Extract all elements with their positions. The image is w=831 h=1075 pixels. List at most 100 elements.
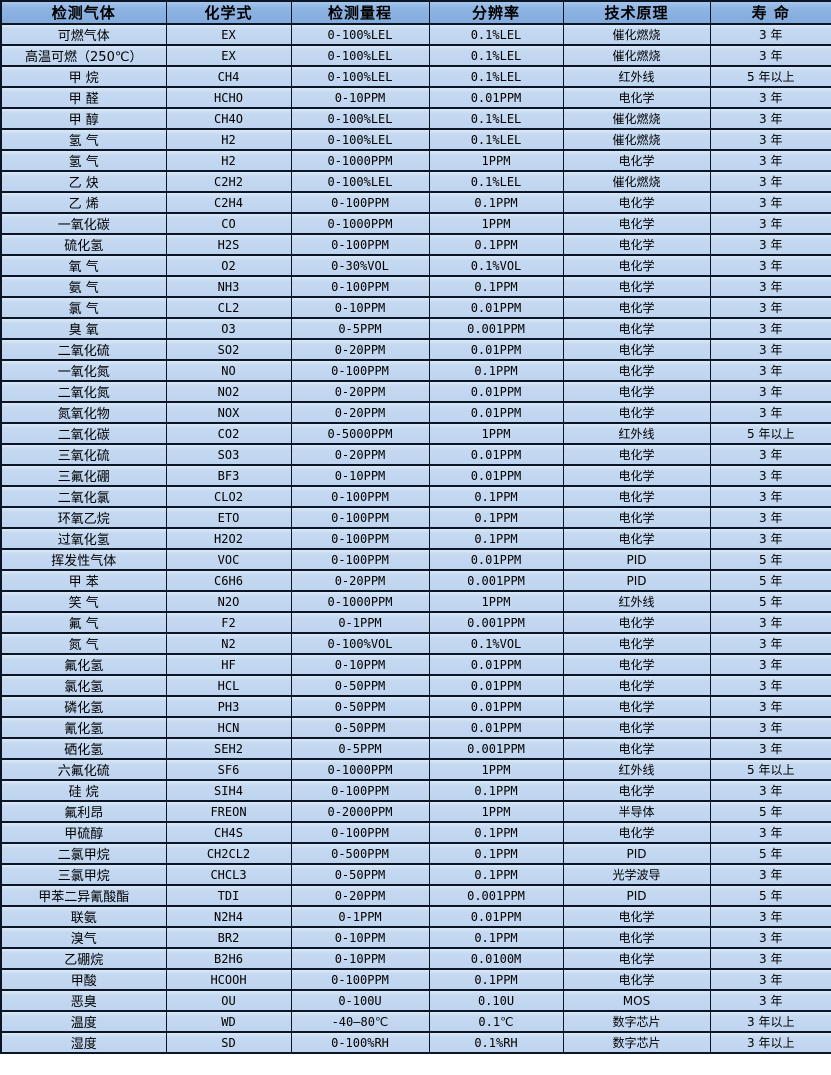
table-cell: FREON: [165, 800, 291, 822]
table-cell: 0.001PPM: [428, 737, 563, 759]
table-cell: 3 年: [709, 380, 831, 402]
table-cell: 氢 气: [1, 149, 166, 171]
table-row: 二氯甲烷 CH2CL2 0-500PPM 0.1PPM PID 5 年: [1, 842, 831, 864]
table-cell: 0.0100M: [428, 947, 563, 969]
table-cell: 电化学: [562, 779, 710, 801]
table-cell: 0-10PPM: [290, 464, 429, 486]
table-cell: SIH4: [165, 779, 291, 801]
table-cell: 0.1℃: [428, 1010, 563, 1032]
table-cell: MOS: [562, 989, 710, 1011]
table-cell: 催化燃烧: [562, 107, 710, 129]
table-cell: 0-1PPM: [290, 611, 429, 633]
table-cell: 氰化氢: [1, 716, 166, 738]
table-cell: 1PPM: [428, 758, 563, 780]
table-cell: 催化燃烧: [562, 23, 710, 45]
table-cell: 3 年: [709, 212, 831, 234]
table-cell: 电化学: [562, 275, 710, 297]
table-cell: 0-100PPM: [290, 485, 429, 507]
table-row: 乙硼烷 B2H6 0-10PPM 0.0100M 电化学 3 年: [1, 947, 831, 969]
table-cell: 0-20PPM: [290, 338, 429, 360]
table-cell: 0-100%RH: [290, 1031, 429, 1053]
table-cell: 3 年: [709, 905, 831, 927]
table-cell: 0-100%LEL: [290, 170, 429, 192]
table-cell: 0-100PPM: [290, 821, 429, 843]
column-header-1: 化学式: [165, 1, 291, 24]
table-cell: NO2: [165, 380, 291, 402]
table-cell: 0.1PPM: [428, 527, 563, 549]
table-row: 二氧化氯 CLO2 0-100PPM 0.1PPM 电化学 3 年: [1, 485, 831, 507]
column-header-4: 技术原理: [562, 1, 710, 24]
table-cell: 0-2000PPM: [290, 800, 429, 822]
table-cell: 氟化氢: [1, 653, 166, 675]
table-row: 甲苯二异氰酸酯 TDI 0-20PPM 0.001PPM PID 5 年: [1, 884, 831, 906]
table-cell: 0.1PPM: [428, 779, 563, 801]
table-cell: EX: [165, 23, 291, 45]
table-cell: 0.1%LEL: [428, 107, 563, 129]
table-cell: 5 年以上: [709, 422, 831, 444]
table-header: 检测气体 化学式 检测量程 分辨率 技术原理寿 命: [1, 1, 831, 24]
table-cell: 0.01PPM: [428, 443, 563, 465]
table-cell: HCHO: [165, 86, 291, 108]
table-cell: 一氧化氮: [1, 359, 166, 381]
table-cell: 0-100PPM: [290, 968, 429, 990]
table-cell: 电化学: [562, 443, 710, 465]
table-cell: 0-100U: [290, 989, 429, 1011]
table-cell: 0-100%LEL: [290, 65, 429, 87]
table-cell: BF3: [165, 464, 291, 486]
table-cell: 3 年: [709, 674, 831, 696]
table-cell: 3 年: [709, 170, 831, 192]
table-cell: 三氧化硫: [1, 443, 166, 465]
table-cell: 1PPM: [428, 422, 563, 444]
table-cell: 溴气: [1, 926, 166, 948]
table-cell: PH3: [165, 695, 291, 717]
table-cell: H2O2: [165, 527, 291, 549]
table-cell: HF: [165, 653, 291, 675]
table-cell: 0.1PPM: [428, 926, 563, 948]
table-cell: 电化学: [562, 149, 710, 171]
table-cell: 0-5PPM: [290, 737, 429, 759]
table-cell: H2: [165, 128, 291, 150]
table-row: 笑 气 N2O 0-1000PPM 1PPM 红外线 5 年: [1, 590, 831, 612]
table-cell: CO2: [165, 422, 291, 444]
table-cell: 氟 气: [1, 611, 166, 633]
table-row: 恶臭 OU 0-100U 0.10U MOS 3 年: [1, 989, 831, 1011]
table-cell: 5 年: [709, 800, 831, 822]
table-cell: 甲酸: [1, 968, 166, 990]
table-cell: 0.01PPM: [428, 86, 563, 108]
table-cell: 0.1PPM: [428, 506, 563, 528]
table-cell: 数字芯片: [562, 1010, 710, 1032]
table-cell: 电化学: [562, 926, 710, 948]
table-cell: 0-10PPM: [290, 653, 429, 675]
table-cell: SF6: [165, 758, 291, 780]
table-cell: 0.1PPM: [428, 821, 563, 843]
table-cell: 电化学: [562, 611, 710, 633]
table-cell: 3 年: [709, 653, 831, 675]
table-cell: 5 年: [709, 842, 831, 864]
table-cell: CL2: [165, 296, 291, 318]
table-cell: 高温可燃（250℃）: [1, 44, 166, 66]
table-row: 臭 氧 O3 0-5PPM 0.001PPM 电化学 3 年: [1, 317, 831, 339]
table-cell: EX: [165, 44, 291, 66]
table-cell: 3 年: [709, 254, 831, 276]
table-cell: 0-20PPM: [290, 443, 429, 465]
table-cell: 0-10PPM: [290, 86, 429, 108]
table-cell: O2: [165, 254, 291, 276]
table-cell: 0-50PPM: [290, 695, 429, 717]
table-cell: 0-100%LEL: [290, 44, 429, 66]
table-cell: 3 年: [709, 863, 831, 885]
table-row: 挥发性气体 VOC 0-100PPM 0.01PPM PID 5 年: [1, 548, 831, 570]
table-cell: 3 年: [709, 149, 831, 171]
table-cell: CH4S: [165, 821, 291, 843]
table-cell: 0-20PPM: [290, 380, 429, 402]
table-cell: 磷化氢: [1, 695, 166, 717]
table-cell: SD: [165, 1031, 291, 1053]
table-cell: OU: [165, 989, 291, 1011]
table-cell: 5 年: [709, 590, 831, 612]
table-cell: 0-100%LEL: [290, 128, 429, 150]
table-cell: 电化学: [562, 716, 710, 738]
table-cell: 5 年以上: [709, 65, 831, 87]
table-cell: 0.1%LEL: [428, 170, 563, 192]
table-cell: 0-5000PPM: [290, 422, 429, 444]
table-cell: CH2CL2: [165, 842, 291, 864]
table-cell: 三氟化硼: [1, 464, 166, 486]
